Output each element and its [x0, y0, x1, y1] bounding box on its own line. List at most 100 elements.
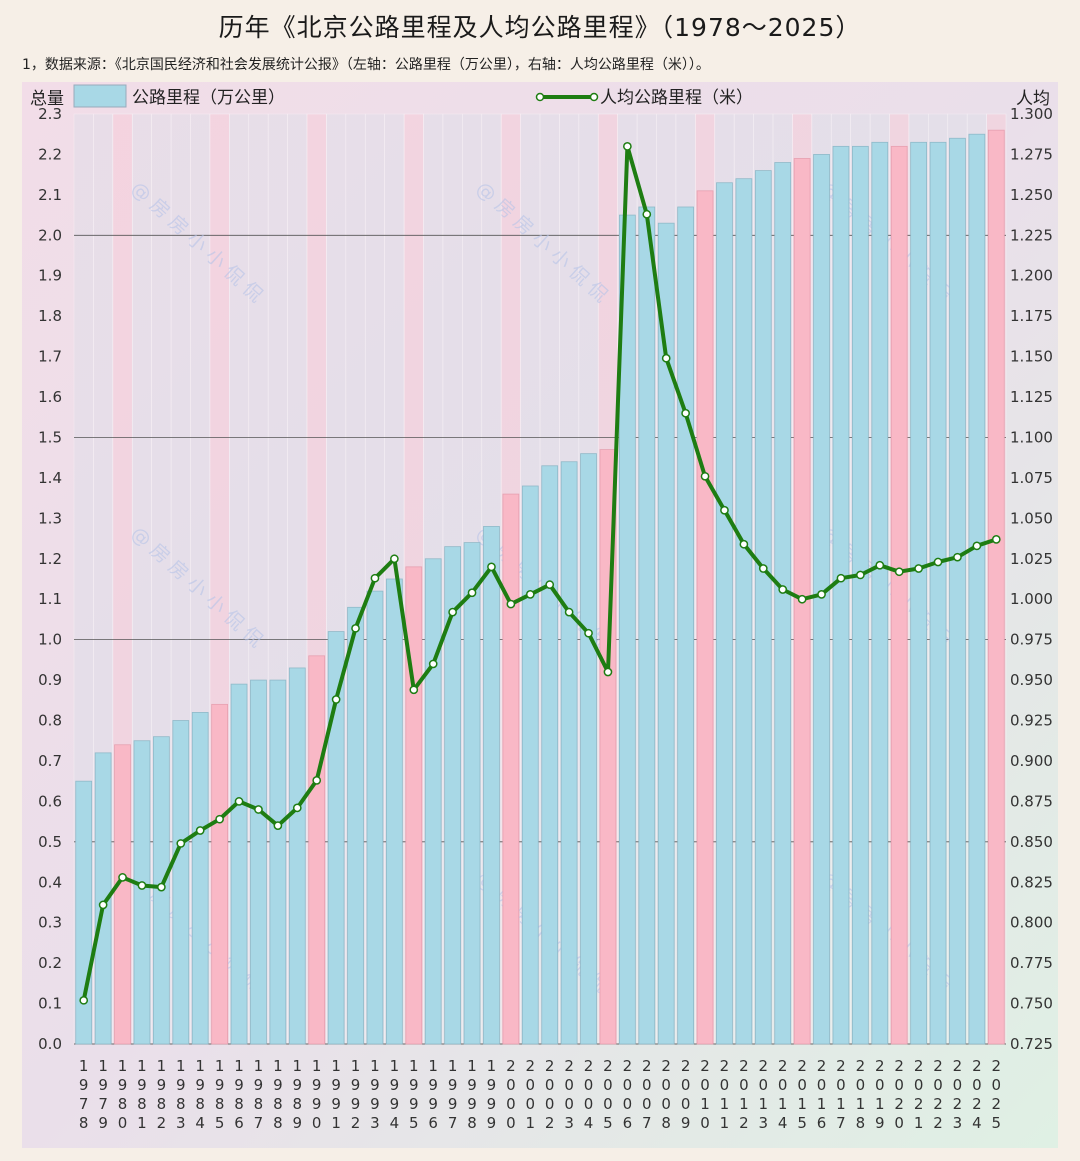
point-2001: [525, 590, 535, 599]
point-1995: [409, 685, 419, 695]
right-tick-label: 1.175: [1010, 307, 1053, 325]
right-tick-label: 1.125: [1010, 388, 1053, 406]
point-1988: [273, 821, 283, 831]
point-2017: [836, 573, 846, 583]
left-tick-label: 1.5: [38, 428, 62, 446]
right-tick-label: 0.975: [1010, 631, 1053, 649]
left-tick-label: 0.2: [38, 954, 62, 972]
bar-2008: [657, 222, 675, 1045]
left-tick-label: 0.4: [38, 873, 62, 891]
bar-1988: [269, 679, 287, 1045]
point-2015: [797, 594, 807, 604]
point-2020: [894, 567, 904, 577]
left-tick-label: 2.1: [38, 186, 62, 204]
bar-1997: [444, 546, 461, 1045]
right-tick-label: 0.725: [1010, 1035, 1053, 1053]
bar-1990: [308, 655, 326, 1045]
point-2024: [972, 541, 982, 551]
legend-line-marker-right: [589, 92, 599, 102]
point-1978: [79, 995, 89, 1005]
left-tick-label: 0.8: [38, 712, 62, 730]
bar-1980: [114, 744, 131, 1045]
legend: 公路里程（万公里） 人均公路里程（米）: [73, 84, 753, 108]
left-axis-ticks: 0.0 0.1 0.2 0.3 0.4 0.5 0.6 0.7 0.8 0.9 1.0 1.1 1.2 1…: [38, 105, 62, 1053]
left-axis-label: 总量: [30, 89, 64, 109]
point-2011: [720, 505, 729, 515]
right-axis-ticks: 0.725 0.750 0.775 0.800 0.825 0.850 0.875 0.900…: [1010, 105, 1053, 1053]
left-tick-label: 2.0: [38, 226, 62, 244]
right-tick-label: 1.050: [1010, 509, 1053, 527]
point-2013: [758, 564, 768, 573]
point-2014: [778, 585, 788, 594]
right-tick-label: 1.100: [1010, 428, 1053, 446]
point-1987: [254, 805, 263, 814]
point-2021: [914, 564, 923, 573]
left-tick-label: 1.0: [38, 631, 62, 649]
right-tick-label: 1.000: [1010, 590, 1053, 608]
bar-1998: [463, 542, 481, 1045]
point-2012: [739, 539, 749, 549]
right-tick-label: 1.075: [1010, 469, 1053, 487]
bar-1999: [483, 526, 500, 1045]
point-1983: [176, 839, 186, 848]
point-1981: [137, 881, 147, 890]
bar-1979: [94, 752, 112, 1045]
point-2000: [506, 599, 516, 609]
right-tick-label: 0.900: [1010, 752, 1053, 770]
left-tick-label: 1.6: [38, 388, 62, 406]
right-tick-label: 0.825: [1010, 873, 1053, 891]
bar-1985: [211, 703, 228, 1045]
point-2019: [875, 560, 885, 570]
point-2010: [700, 471, 710, 481]
bar-2016: [813, 154, 830, 1045]
right-tick-label: 1.250: [1010, 186, 1053, 204]
point-2023: [953, 552, 962, 562]
point-2004: [584, 628, 593, 638]
bar-2012: [735, 178, 753, 1045]
bar-2019: [871, 141, 889, 1045]
point-1985: [215, 814, 224, 824]
left-tick-label: 1.8: [38, 307, 62, 325]
left-tick-label: 0.5: [38, 833, 62, 851]
point-2003: [564, 607, 574, 617]
legend-line-marker-left: [535, 92, 545, 102]
bar-2002: [541, 465, 559, 1045]
bar-2010: [696, 190, 714, 1045]
left-tick-label: 1.9: [38, 267, 62, 285]
point-2022: [933, 557, 943, 567]
bar-1986: [230, 683, 248, 1045]
bar-2011: [716, 182, 733, 1045]
point-2025: [991, 535, 1001, 544]
point-1982: [157, 882, 166, 892]
right-tick-label: 1.025: [1010, 550, 1053, 568]
point-1980: [118, 873, 127, 882]
point-1998: [467, 588, 477, 598]
bar-2017: [832, 145, 850, 1045]
left-tick-label: 0.6: [38, 792, 62, 810]
